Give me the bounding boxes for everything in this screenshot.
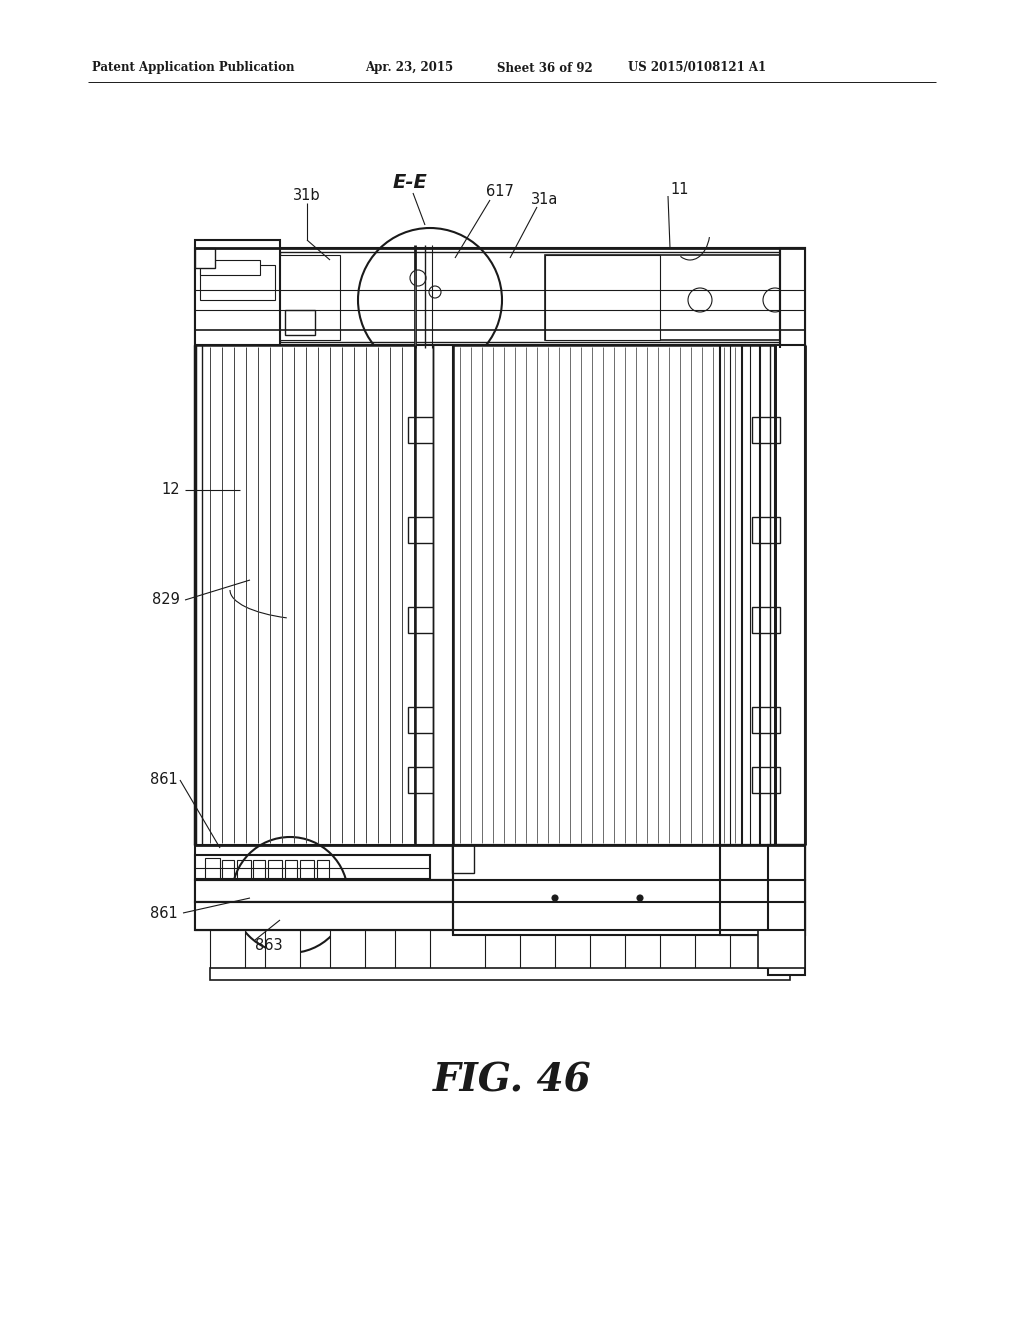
Bar (452, 845, 474, 873)
Bar (720, 845, 805, 935)
Bar (695, 931, 730, 968)
Bar (285, 310, 315, 335)
Bar (545, 255, 790, 341)
Text: Patent Application Publication: Patent Application Publication (92, 62, 295, 74)
Bar (237, 861, 251, 915)
Bar (768, 845, 805, 975)
Bar (200, 265, 275, 300)
Bar (752, 417, 780, 444)
Bar (453, 345, 775, 845)
Bar (625, 931, 660, 968)
Circle shape (229, 886, 241, 898)
Bar (453, 845, 805, 935)
Bar (222, 861, 234, 915)
Text: 861: 861 (151, 906, 178, 920)
Bar (415, 345, 433, 845)
Bar (195, 248, 215, 268)
Bar (775, 345, 805, 845)
Bar (200, 260, 260, 275)
Bar (195, 345, 430, 845)
Circle shape (763, 288, 787, 312)
Bar (317, 861, 329, 915)
Bar (408, 767, 440, 793)
Bar (300, 861, 314, 915)
Bar (408, 607, 440, 634)
Circle shape (209, 886, 221, 898)
Bar (205, 858, 220, 920)
Bar (752, 767, 780, 793)
Bar (780, 248, 805, 348)
Bar (195, 845, 805, 880)
Text: 829: 829 (153, 593, 180, 607)
Bar (408, 417, 440, 444)
Bar (752, 607, 780, 634)
Bar (555, 931, 590, 968)
Bar (253, 861, 265, 915)
Bar (395, 931, 430, 968)
Text: E-E: E-E (392, 173, 427, 191)
Bar (195, 902, 805, 931)
Circle shape (552, 895, 558, 902)
Bar (265, 931, 300, 968)
Bar (195, 855, 430, 931)
Bar (752, 708, 780, 733)
Text: FIG. 46: FIG. 46 (433, 1061, 591, 1100)
Bar (408, 708, 440, 733)
Bar (330, 931, 365, 968)
Text: 31b: 31b (293, 187, 321, 202)
Text: Apr. 23, 2015: Apr. 23, 2015 (365, 62, 454, 74)
Text: Sheet 36 of 92: Sheet 36 of 92 (497, 62, 593, 74)
Bar (285, 861, 297, 915)
Text: US 2015/0108121 A1: US 2015/0108121 A1 (628, 62, 766, 74)
Text: 861: 861 (151, 772, 178, 788)
Bar (280, 252, 785, 342)
Circle shape (410, 271, 426, 286)
Bar (280, 255, 340, 341)
Text: 31a: 31a (531, 193, 559, 207)
Bar (195, 248, 805, 345)
Text: 617: 617 (486, 185, 514, 199)
Bar (195, 240, 280, 345)
Text: 11: 11 (670, 182, 688, 198)
Bar (408, 517, 440, 543)
Bar (545, 255, 660, 341)
Text: 12: 12 (162, 483, 180, 498)
Bar (485, 931, 520, 968)
Circle shape (429, 286, 441, 298)
Text: 863: 863 (255, 937, 283, 953)
Circle shape (637, 895, 643, 902)
Bar (195, 880, 805, 902)
Bar (433, 345, 453, 845)
Circle shape (688, 288, 712, 312)
Bar (210, 968, 790, 979)
Bar (210, 931, 245, 968)
Bar (758, 931, 805, 968)
Bar (268, 861, 282, 915)
Bar (752, 517, 780, 543)
